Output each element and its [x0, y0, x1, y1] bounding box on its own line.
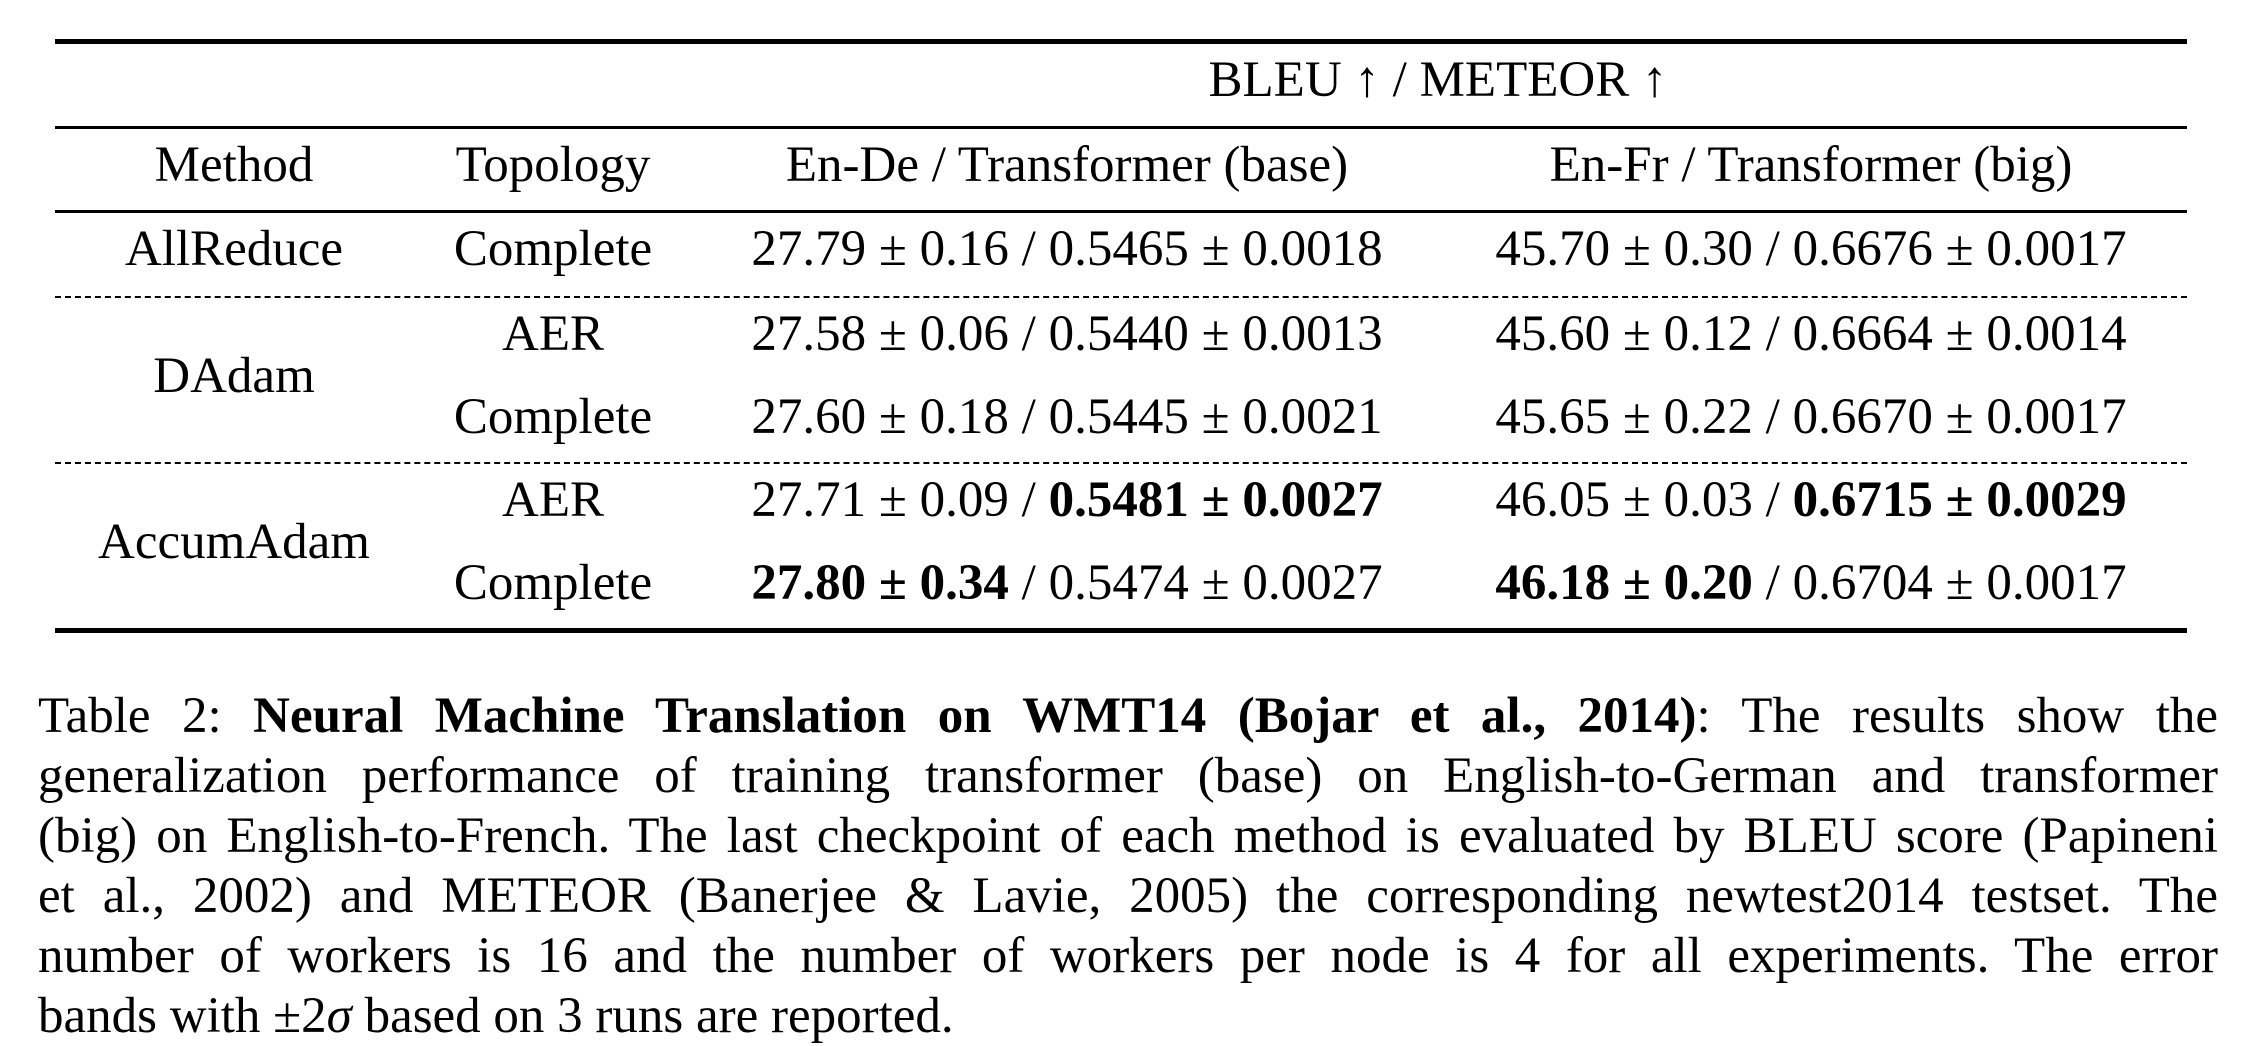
separator: /: [1008, 472, 1049, 528]
separator: /: [1752, 389, 1793, 445]
table-top-rule: [55, 39, 2187, 44]
caption-line-1-rest: : The results show the: [1696, 688, 2219, 744]
ende-bleu: 27.60 ± 0.18: [751, 389, 1009, 445]
ende-meteor: 0.5465 ± 0.0018: [1048, 221, 1383, 277]
enfr-bleu: 45.70 ± 0.30: [1495, 221, 1753, 277]
table-row-4-ende: 27.80 ± 0.34 / 0.5474 ± 0.0027: [751, 553, 1382, 613]
ende-bleu: 27.58 ± 0.06: [751, 306, 1009, 362]
separator: /: [1008, 389, 1049, 445]
ende-meteor-best: 0.5481 ± 0.0027: [1048, 472, 1383, 528]
caption-line-6: bands with ±2σ based on 3 runs are repor…: [38, 986, 2218, 1046]
ende-bleu: 27.79 ± 0.16: [751, 221, 1009, 277]
table-row-2-ende: 27.60 ± 0.18 / 0.5445 ± 0.0021: [751, 387, 1382, 447]
table-row-1-ende: 27.58 ± 0.06 / 0.5440 ± 0.0013: [751, 304, 1382, 364]
enfr-meteor-best: 0.6715 ± 0.0029: [1792, 472, 2127, 528]
sigma-symbol: σ: [326, 988, 352, 1044]
caption-line-6-a: bands with ±2: [38, 988, 327, 1044]
ende-meteor: 0.5440 ± 0.0013: [1048, 306, 1383, 362]
caption-label: Table 2:: [38, 688, 222, 744]
enfr-meteor: 0.6704 ± 0.0017: [1792, 555, 2127, 611]
separator: /: [1008, 221, 1049, 277]
ende-bleu: 27.71 ± 0.09: [751, 472, 1009, 528]
enfr-bleu: 45.65 ± 0.22: [1495, 389, 1753, 445]
caption-line-3: (big) on English-to-French. The last che…: [38, 808, 2218, 864]
table-row-0-topology: Complete: [453, 221, 653, 277]
table-row-0-enfr: 45.70 ± 0.30 / 0.6676 ± 0.0017: [1495, 219, 2126, 279]
caption-line-1: Table 2: Neural Machine Translation on W…: [38, 686, 2218, 746]
table-row-3-ende: 27.71 ± 0.09 / 0.5481 ± 0.0027: [751, 470, 1382, 530]
enfr-bleu: 46.05 ± 0.03: [1495, 472, 1753, 528]
row-separator-1: [55, 296, 2187, 298]
method-dadam: DAdam: [153, 348, 315, 404]
table-row-3-enfr: 46.05 ± 0.03 / 0.6715 ± 0.0029: [1495, 470, 2126, 530]
separator: /: [1752, 221, 1793, 277]
super-header: BLEU ↑ / METEOR ↑: [1208, 52, 1668, 108]
row-separator-2: [55, 462, 2187, 464]
table-row-4-enfr: 46.18 ± 0.20 / 0.6704 ± 0.0017: [1495, 553, 2126, 613]
separator: /: [1008, 306, 1049, 362]
method-allreduce: AllReduce: [124, 221, 344, 277]
caption-title: Neural Machine Translation on WMT14 (Boj…: [253, 688, 1697, 744]
caption-line-5: number of workers is 16 and the number o…: [38, 928, 2218, 984]
caption-line-4: et al., 2002) and METEOR (Banerjee & Lav…: [38, 868, 2218, 924]
column-header-method: Method: [154, 137, 314, 193]
table-row-0-ende: 27.79 ± 0.16 / 0.5465 ± 0.0018: [751, 219, 1382, 279]
table-row-2-topology: Complete: [453, 389, 653, 445]
separator: /: [1008, 555, 1049, 611]
separator: /: [1752, 555, 1793, 611]
enfr-meteor: 0.6664 ± 0.0014: [1792, 306, 2127, 362]
enfr-bleu: 45.60 ± 0.12: [1495, 306, 1753, 362]
column-header-topology: Topology: [455, 137, 651, 193]
table-bottom-rule: [55, 628, 2187, 633]
column-header-ende: En-De / Transformer (base): [785, 137, 1349, 193]
header-bottom-rule: [55, 210, 2187, 213]
enfr-bleu-best: 46.18 ± 0.20: [1495, 555, 1753, 611]
table-row-4-topology: Complete: [453, 555, 653, 611]
table-row-1-topology: AER: [502, 306, 604, 362]
ende-meteor: 0.5445 ± 0.0021: [1048, 389, 1383, 445]
ende-meteor: 0.5474 ± 0.0027: [1048, 555, 1383, 611]
header-group-rule: [55, 126, 2187, 129]
table-row-1-enfr: 45.60 ± 0.12 / 0.6664 ± 0.0014: [1495, 304, 2126, 364]
column-header-enfr: En-Fr / Transformer (big): [1549, 137, 2073, 193]
separator: /: [1752, 472, 1793, 528]
method-accumadam: AccumAdam: [98, 514, 370, 570]
separator: /: [1752, 306, 1793, 362]
ende-bleu-best: 27.80 ± 0.34: [751, 555, 1009, 611]
enfr-meteor: 0.6676 ± 0.0017: [1792, 221, 2127, 277]
table-row-2-enfr: 45.65 ± 0.22 / 0.6670 ± 0.0017: [1495, 387, 2126, 447]
table-caption: Table 2: Neural Machine Translation on W…: [38, 686, 2218, 1046]
table-row-3-topology: AER: [502, 472, 604, 528]
caption-line-6-b: based on 3 runs are reported.: [351, 988, 954, 1044]
enfr-meteor: 0.6670 ± 0.0017: [1792, 389, 2127, 445]
caption-line-2: generalization performance of training t…: [38, 748, 2218, 804]
